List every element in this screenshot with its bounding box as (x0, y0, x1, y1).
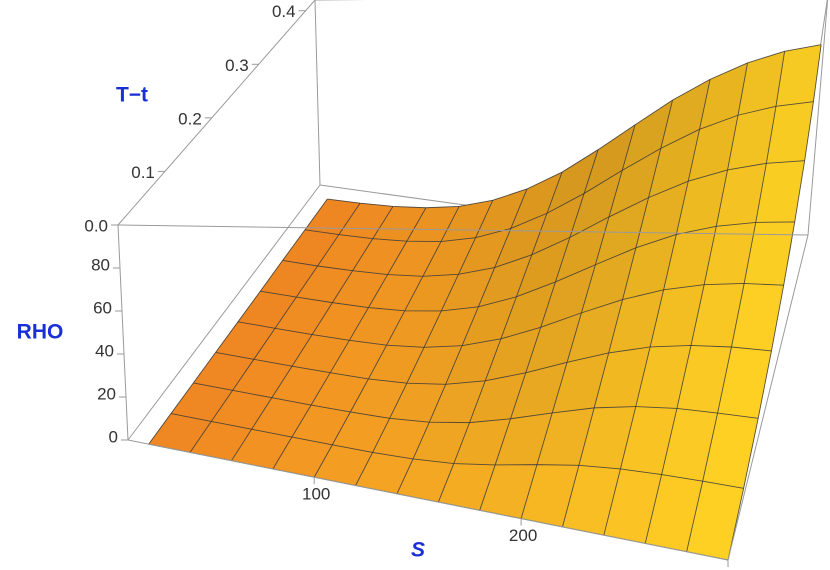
x-tick-label: 200 (509, 526, 537, 545)
box-edge (117, 224, 809, 236)
x-axis-title: S (411, 539, 425, 562)
z-tick-label: 0 (109, 427, 118, 446)
mesh-line (148, 198, 328, 445)
z-tick-label: 20 (97, 384, 116, 403)
y-tick-label: 0.1 (131, 163, 155, 182)
mesh-line (603, 79, 711, 536)
mesh-line (727, 44, 822, 561)
z-tick-label: 40 (95, 341, 114, 360)
y-tick-label: 0.4 (272, 2, 296, 21)
mesh-line (327, 44, 822, 209)
z-tick-label: 60 (93, 298, 112, 317)
mesh-line (479, 149, 599, 511)
z-tick-label: 80 (91, 255, 110, 274)
x-tick-label: 300 (716, 567, 744, 570)
mesh-line (189, 202, 361, 453)
mesh-line (396, 188, 528, 494)
mesh-line (272, 207, 427, 470)
y-tick-label: 0.3 (225, 56, 249, 75)
mesh-line (313, 206, 460, 478)
x-tick-label: 100 (302, 485, 330, 504)
mesh-line (562, 100, 673, 528)
mesh-line (520, 124, 636, 519)
box-edge (807, 0, 829, 236)
y-tick-label: 0.2 (178, 109, 202, 128)
mesh-line (231, 206, 394, 461)
z-axis-title: RHO (17, 321, 64, 344)
box-edge (127, 439, 729, 561)
box-edge (117, 224, 129, 441)
box-edge (727, 234, 809, 561)
mesh-line (686, 51, 786, 552)
box-edge (314, 0, 321, 186)
y-tick-label: 0.0 (84, 216, 108, 235)
box-edge (117, 0, 316, 226)
mesh-line (437, 172, 563, 503)
mesh-line (355, 200, 494, 486)
y-axis-title: T−t (116, 84, 148, 107)
mesh-line (644, 62, 748, 544)
